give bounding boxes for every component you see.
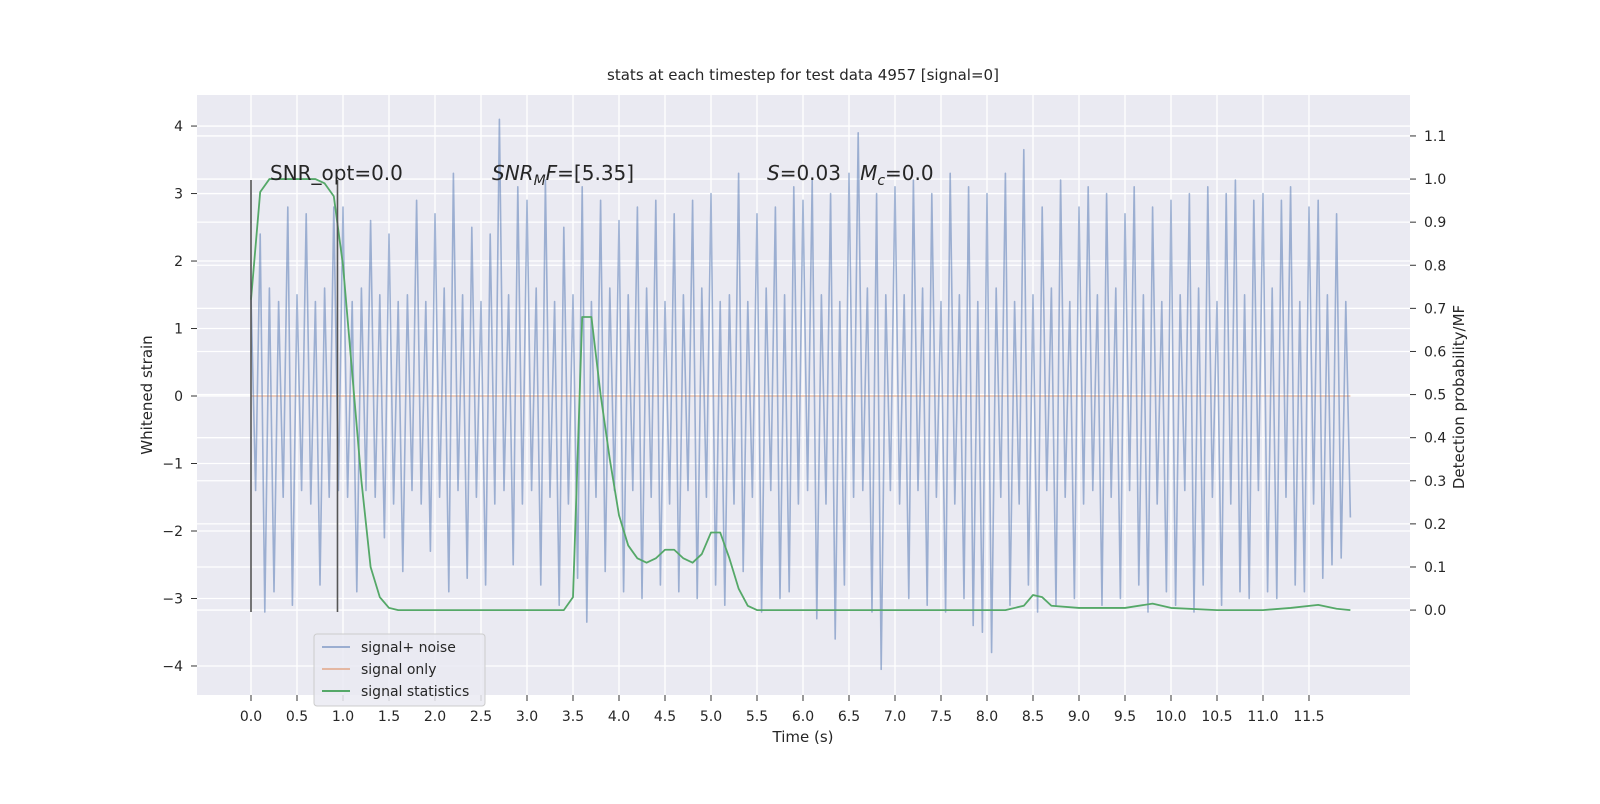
legend-label: signal+ noise bbox=[361, 640, 456, 656]
y2-tick-label: 0.8 bbox=[1424, 258, 1446, 274]
x-tick-label: 9.5 bbox=[1114, 709, 1136, 725]
x-axis-label: Time (s) bbox=[772, 728, 834, 746]
axes: 0.0 0.5 1.0 1.5 2.0 2.5 3.0 3.5 4.0 4.5 5.0 5.5 6.0 6… bbox=[162, 119, 1446, 725]
y-tick-label: 3 bbox=[174, 187, 183, 203]
x-tick-label: 7.0 bbox=[884, 709, 906, 725]
y-tick-label: 2 bbox=[174, 254, 183, 270]
x-tick-label: 3.0 bbox=[516, 709, 538, 725]
x-tick-label: 8.0 bbox=[976, 709, 998, 725]
x-tick-label: 2.5 bbox=[470, 709, 492, 725]
y2-tick-label: 0.1 bbox=[1424, 560, 1446, 576]
y2-tick-label: 0.6 bbox=[1424, 344, 1446, 360]
y2-tick-label: 0.7 bbox=[1424, 301, 1446, 317]
y-axis-label: Whitened strain bbox=[138, 335, 156, 454]
y-tick-label: −1 bbox=[162, 457, 183, 473]
y-tick-label: 4 bbox=[174, 119, 183, 135]
annotation-part: S bbox=[767, 161, 780, 185]
annotation-part: SNR bbox=[492, 161, 534, 185]
x-tick-label: 4.5 bbox=[654, 709, 676, 725]
y2-axis-label: Detection probability/MF bbox=[1450, 305, 1468, 489]
x-tick-label: 9.0 bbox=[1068, 709, 1090, 725]
x-tick-label: 8.5 bbox=[1022, 709, 1044, 725]
x-tick-label: 0.5 bbox=[286, 709, 308, 725]
annotation-part: F bbox=[546, 161, 558, 185]
y2-tick-label: 1.1 bbox=[1424, 129, 1446, 145]
chart-title: stats at each timestep for test data 495… bbox=[607, 66, 999, 84]
y2-tick-label: 0.3 bbox=[1424, 474, 1446, 490]
x-tick-label: 7.5 bbox=[930, 709, 952, 725]
legend-label: signal statistics bbox=[361, 684, 469, 700]
legend-box bbox=[313, 633, 486, 707]
series-line bbox=[250, 118, 1352, 671]
y2-tick-label: 0.5 bbox=[1424, 388, 1446, 404]
annotation: S=0.03 Mc=0.0 bbox=[767, 161, 934, 189]
annotation: SNR_opt=0.0 bbox=[270, 161, 403, 185]
y2-tick-label: 1.0 bbox=[1424, 172, 1446, 188]
x-tick-label: 2.0 bbox=[424, 709, 446, 725]
annotation-part: M bbox=[860, 161, 877, 185]
x-tick-label: 6.0 bbox=[792, 709, 814, 725]
annotation-part: =0.03 bbox=[780, 161, 860, 185]
y-tick-label: −3 bbox=[162, 591, 183, 607]
x-tick-label: 1.0 bbox=[332, 709, 354, 725]
annotation-part: =[5.35] bbox=[557, 161, 634, 185]
legend: signal+ noise signal only signal statistic… bbox=[313, 633, 486, 707]
y-tick-label: 1 bbox=[174, 322, 183, 338]
marks bbox=[250, 118, 1352, 671]
x-tick-label: 1.5 bbox=[378, 709, 400, 725]
grid bbox=[197, 95, 1410, 695]
y2-tick-label: 0.4 bbox=[1424, 431, 1446, 447]
annotation: SNRMF=[5.35] bbox=[492, 161, 634, 189]
y2-tick-label: 0.9 bbox=[1424, 215, 1446, 231]
y-tick-label: 0 bbox=[174, 389, 183, 405]
annotation-part: =0.0 bbox=[885, 161, 934, 185]
x-tick-label: 0.0 bbox=[240, 709, 262, 725]
x-tick-label: 5.0 bbox=[700, 709, 722, 725]
y-tick-label: −2 bbox=[162, 524, 183, 540]
x-tick-label: 10.5 bbox=[1201, 709, 1232, 725]
y2-tick-label: 0.2 bbox=[1424, 517, 1446, 533]
y2-tick-label: 0.0 bbox=[1424, 603, 1446, 619]
x-tick-label: 11.5 bbox=[1293, 709, 1324, 725]
x-tick-label: 5.5 bbox=[746, 709, 768, 725]
annotation-part: c bbox=[877, 173, 885, 189]
series-line bbox=[250, 178, 1351, 611]
x-tick-label: 6.5 bbox=[838, 709, 860, 725]
x-tick-label: 3.5 bbox=[562, 709, 584, 725]
legend-label: signal only bbox=[361, 662, 436, 678]
x-tick-label: 10.0 bbox=[1155, 709, 1186, 725]
annotation-part: M bbox=[534, 173, 546, 189]
x-tick-label: 4.0 bbox=[608, 709, 630, 725]
x-tick-label: 11.0 bbox=[1247, 709, 1278, 725]
y-tick-label: −4 bbox=[162, 659, 183, 675]
annotation-part: SNR_opt=0.0 bbox=[270, 161, 403, 185]
